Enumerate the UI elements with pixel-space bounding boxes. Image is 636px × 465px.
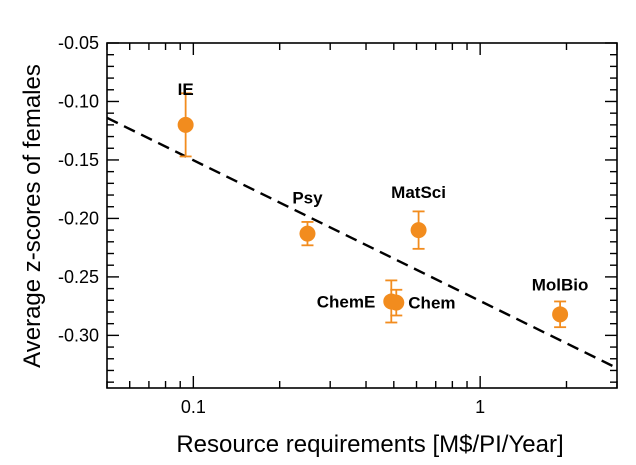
y-tick-label: -0.05 [58,33,99,53]
data-point [411,222,427,238]
point-label: Chem [408,294,455,313]
fit-line [107,118,617,368]
x-axis-title: Resource requirements [M$/PI/Year] [176,431,563,458]
y-tick-label: -0.20 [58,208,99,228]
data-point [388,295,404,311]
data-point [178,117,194,133]
y-tick-label: -0.15 [58,150,99,170]
data-point [552,306,568,322]
y-tick-label: -0.30 [58,325,99,345]
point-label: ChemE [317,292,376,311]
y-tick-label: -0.25 [58,267,99,287]
y-tick-label: -0.10 [58,91,99,111]
point-label: Psy [292,189,323,208]
x-tick-label: 1 [475,397,485,417]
y-axis-title: Average z-scores of females [19,64,46,368]
x-tick-label: 0.1 [181,397,206,417]
point-label: MolBio [532,275,589,294]
data-point [299,226,315,242]
point-label: MatSci [391,183,446,202]
point-label: IE [178,80,194,99]
